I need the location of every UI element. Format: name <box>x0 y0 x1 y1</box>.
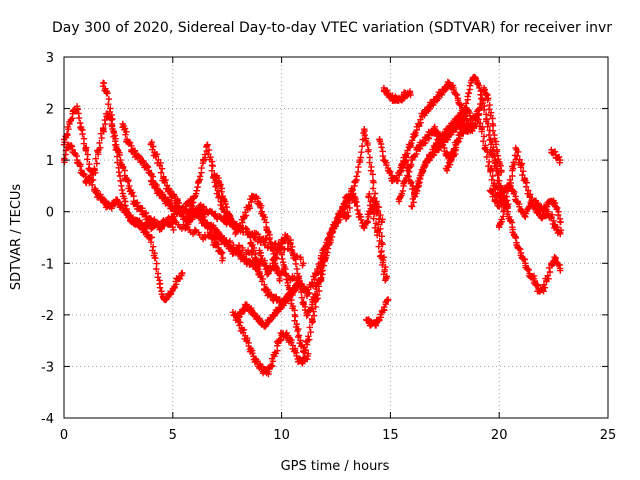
y-tick-label: -2 <box>41 309 54 324</box>
data-point-cluster <box>339 127 389 284</box>
x-tick-label: 5 <box>169 428 177 443</box>
data-points <box>60 73 565 378</box>
series-trace-18 <box>339 126 390 284</box>
y-tick-label: 3 <box>46 51 54 66</box>
axis-ticks: 0 5 10 15 20 25 -4 -3 -2 -1 0 1 2 3 <box>41 51 616 443</box>
data-point-cluster <box>229 309 312 378</box>
y-axis-label: SDTVAR / TECUs <box>9 184 24 291</box>
series-trace-29 <box>495 144 565 238</box>
series-trace-30 <box>548 146 564 166</box>
y-tick-label: 0 <box>46 206 54 221</box>
series-trace-10 <box>210 172 283 284</box>
data-point-cluster <box>99 80 186 304</box>
series-trace-19 <box>363 296 392 329</box>
data-point-cluster <box>210 172 283 284</box>
x-tick-label: 20 <box>491 428 508 443</box>
y-tick-label: -4 <box>41 412 54 427</box>
y-tick-label: -3 <box>41 360 54 375</box>
data-point-cluster <box>548 148 563 166</box>
y-tick-label: -1 <box>41 257 54 272</box>
series-trace-20 <box>365 190 390 282</box>
data-point-cluster <box>365 190 390 282</box>
data-point-cluster <box>363 296 392 329</box>
x-tick-label: 25 <box>600 428 617 443</box>
series-trace-25 <box>408 73 508 210</box>
series-trace-3 <box>99 79 186 304</box>
series-trace-1 <box>60 110 177 233</box>
data-point-cluster <box>380 86 414 104</box>
grid <box>64 57 608 418</box>
series-trace-11 <box>229 309 312 378</box>
y-tick-label: 1 <box>46 154 54 169</box>
x-tick-label: 0 <box>60 428 68 443</box>
x-tick-label: 15 <box>382 428 399 443</box>
x-tick-label: 10 <box>273 428 290 443</box>
series-trace-28 <box>486 181 564 226</box>
data-point-cluster <box>495 144 565 238</box>
y-tick-label: 2 <box>46 103 54 118</box>
series-trace-21 <box>380 84 414 104</box>
plot-frame <box>63 56 609 419</box>
chart-title: Day 300 of 2020, Sidereal Day-to-day VTE… <box>52 20 612 36</box>
x-axis-label: GPS time / hours <box>281 459 390 474</box>
